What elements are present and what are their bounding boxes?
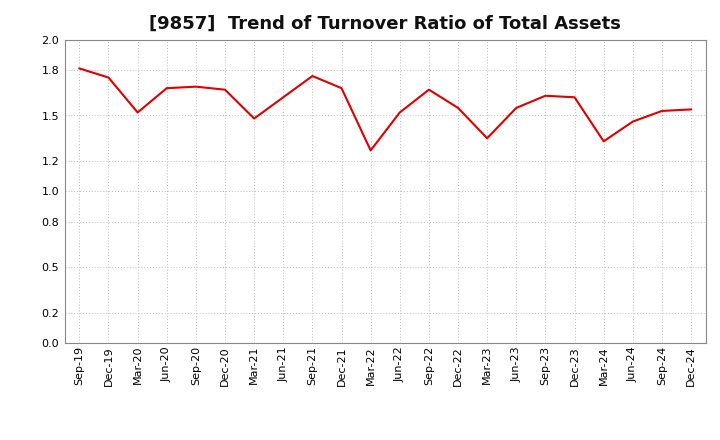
Title: [9857]  Trend of Turnover Ratio of Total Assets: [9857] Trend of Turnover Ratio of Total … <box>149 15 621 33</box>
